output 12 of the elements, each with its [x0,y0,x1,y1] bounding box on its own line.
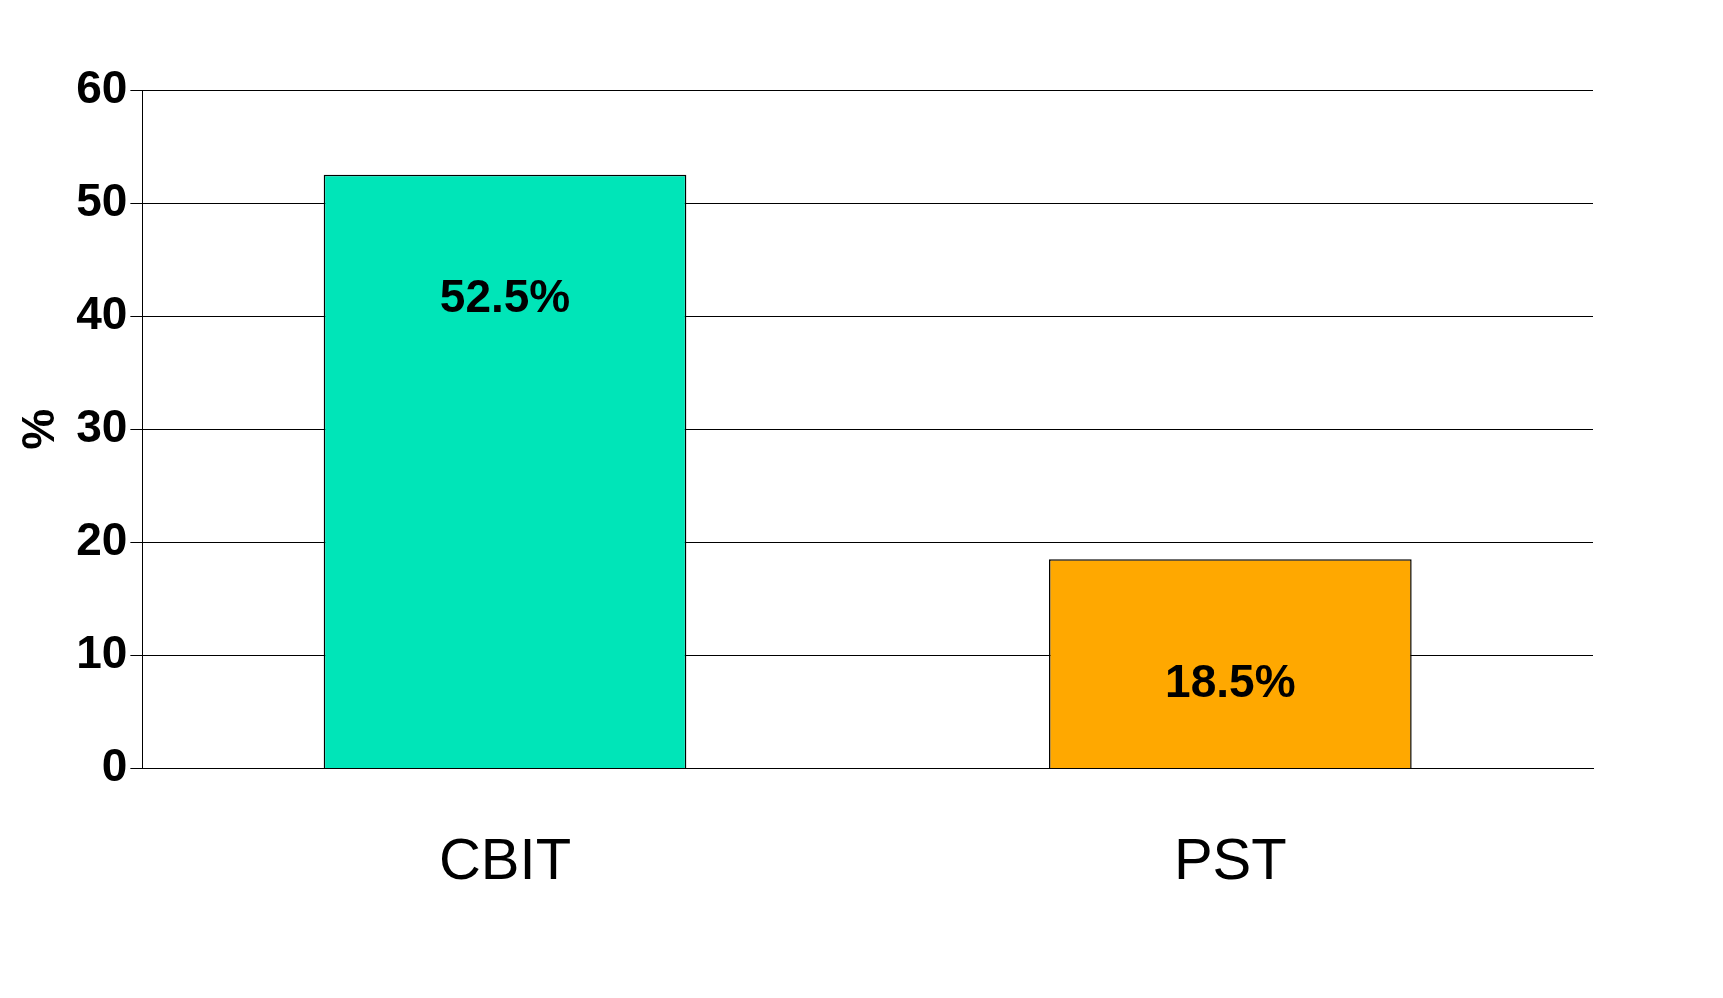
data-label: 18.5% [1165,654,1296,707]
x-tick-label: CBIT [438,826,572,892]
y-axis-title: % [12,408,65,450]
y-tick-label: 30 [76,399,128,452]
x-tick-label: PST [1173,826,1287,892]
y-tick-label: 10 [76,626,128,679]
y-tick-label: 40 [76,286,128,339]
y-tick-label: 60 [76,60,128,113]
y-tick-label: 50 [76,173,128,226]
data-label: 52.5% [439,270,571,323]
y-tick-label: 20 [76,512,128,565]
y-tick-label: 0 [101,739,128,792]
